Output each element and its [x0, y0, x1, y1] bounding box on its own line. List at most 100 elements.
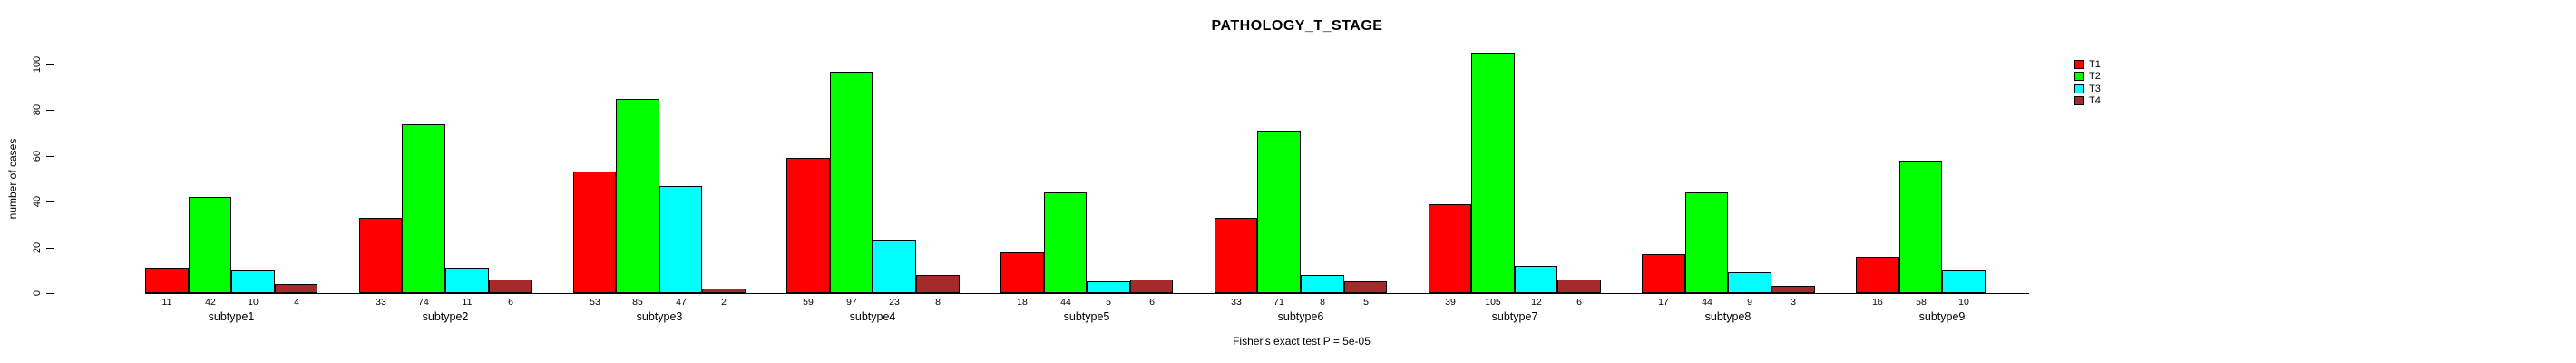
- y-tick-label: 60: [32, 150, 43, 162]
- y-tick-mark: [46, 248, 54, 249]
- bar-value-label: 42: [205, 297, 216, 308]
- bar-subtype6-T2: [1257, 131, 1301, 293]
- bar-value-label: 10: [248, 297, 259, 308]
- bar-subtype2-T2: [402, 124, 445, 293]
- bar-subtype4-T4: [916, 275, 960, 293]
- bar-subtype6-T1: [1215, 218, 1257, 293]
- bar-value-label: 74: [418, 297, 429, 308]
- x-baseline: [145, 293, 2029, 294]
- bar-value-label: 8: [1320, 297, 1325, 308]
- bar-subtype7-T4: [1557, 280, 1601, 293]
- bar-value-label: 105: [1485, 297, 1501, 308]
- bar-subtype3-T2: [616, 99, 659, 293]
- bar-subtype3-T4: [702, 289, 746, 293]
- bar-subtype9-T2: [1899, 161, 1942, 293]
- bar-subtype5-T2: [1044, 192, 1087, 293]
- bar-subtype4-T3: [873, 240, 916, 293]
- category-label-subtype5: subtype5: [1063, 310, 1110, 323]
- bar-subtype7-T1: [1429, 204, 1471, 293]
- bar-subtype5-T1: [1000, 252, 1044, 293]
- bar-value-label: 33: [1231, 297, 1242, 308]
- bar-value-label: 8: [935, 297, 941, 308]
- bar-value-label: 44: [1702, 297, 1712, 308]
- bar-subtype8-T4: [1771, 286, 1815, 293]
- y-tick-label: 80: [32, 103, 43, 116]
- bar-subtype3-T3: [659, 186, 702, 293]
- bar-subtype1-T1: [145, 268, 189, 293]
- bar-subtype5-T4: [1130, 280, 1173, 293]
- bar-subtype1-T2: [189, 197, 231, 293]
- bar-value-label: 18: [1017, 297, 1028, 308]
- bar-value-label: 33: [376, 297, 386, 308]
- bar-subtype8-T3: [1728, 272, 1771, 293]
- bar-subtype7-T2: [1471, 53, 1515, 293]
- bar-value-label: 11: [462, 297, 473, 308]
- bar-value-label: 16: [1872, 297, 1883, 308]
- bar-value-label: 58: [1916, 297, 1927, 308]
- y-tick-label: 40: [32, 195, 43, 208]
- bar-subtype6-T3: [1301, 275, 1344, 293]
- bar-value-label: 9: [1747, 297, 1752, 308]
- bar-subtype9-T1: [1856, 257, 1899, 293]
- bar-value-label: 23: [889, 297, 900, 308]
- bar-subtype4-T2: [830, 72, 873, 293]
- bar-subtype2-T4: [489, 280, 532, 293]
- y-tick-label: 0: [32, 289, 43, 297]
- bar-subtype8-T1: [1642, 254, 1685, 293]
- bar-value-label: 85: [632, 297, 643, 308]
- bar-value-label: 6: [1149, 297, 1155, 308]
- bar-value-label: 53: [590, 297, 600, 308]
- legend-label-T4: T4: [2089, 95, 2101, 106]
- bar-value-label: 71: [1273, 297, 1284, 308]
- bar-value-label: 3: [1791, 297, 1796, 308]
- bar-value-label: 6: [1576, 297, 1582, 308]
- bar-value-label: 10: [1958, 297, 1969, 308]
- category-label-subtype8: subtype8: [1704, 310, 1751, 323]
- category-label-subtype6: subtype6: [1277, 310, 1324, 323]
- y-tick-label: 20: [32, 241, 43, 254]
- bar-value-label: 5: [1106, 297, 1111, 308]
- bar-value-label: 5: [1363, 297, 1369, 308]
- legend-swatch-T1: [2074, 60, 2084, 69]
- y-tick-mark: [46, 156, 54, 157]
- bar-value-label: 59: [803, 297, 814, 308]
- bar-subtype2-T1: [359, 218, 402, 293]
- y-tick-mark: [46, 293, 54, 294]
- y-tick-mark: [46, 110, 54, 111]
- bar-subtype8-T2: [1685, 192, 1728, 293]
- bar-subtype7-T3: [1515, 266, 1557, 293]
- legend-label-T1: T1: [2089, 59, 2101, 70]
- bar-value-label: 2: [721, 297, 727, 308]
- bar-value-label: 12: [1531, 297, 1542, 308]
- fisher-test-annotation: Fisher's exact test P = 5e-05: [1233, 335, 1371, 348]
- bar-subtype3-T1: [573, 172, 616, 293]
- bar-subtype1-T3: [231, 270, 275, 293]
- bar-subtype6-T4: [1344, 281, 1387, 293]
- bar-subtype5-T3: [1087, 281, 1130, 293]
- legend-swatch-T3: [2074, 84, 2084, 93]
- bar-value-label: 6: [508, 297, 513, 308]
- y-tick-label: 100: [32, 55, 43, 74]
- legend-swatch-T2: [2074, 72, 2084, 81]
- legend-swatch-T4: [2074, 96, 2084, 105]
- category-label-subtype2: subtype2: [422, 310, 469, 323]
- bar-value-label: 44: [1060, 297, 1071, 308]
- legend-label-T2: T2: [2089, 71, 2101, 82]
- chart-title: PATHOLOGY_T_STAGE: [1211, 18, 1383, 34]
- category-label-subtype7: subtype7: [1491, 310, 1538, 323]
- category-label-subtype4: subtype4: [849, 310, 896, 323]
- bar-subtype1-T4: [275, 284, 317, 293]
- bar-value-label: 39: [1445, 297, 1456, 308]
- y-axis-label: number of cases: [6, 138, 19, 220]
- y-tick-mark: [46, 201, 54, 202]
- bar-subtype2-T3: [445, 268, 489, 293]
- y-tick-mark: [46, 64, 54, 65]
- bar-subtype4-T1: [786, 158, 830, 293]
- category-label-subtype1: subtype1: [208, 310, 255, 323]
- category-label-subtype3: subtype3: [636, 310, 683, 323]
- legend-label-T3: T3: [2089, 83, 2101, 94]
- category-label-subtype9: subtype9: [1918, 310, 1966, 323]
- bar-value-label: 11: [161, 297, 172, 308]
- bar-subtype9-T3: [1942, 270, 1986, 293]
